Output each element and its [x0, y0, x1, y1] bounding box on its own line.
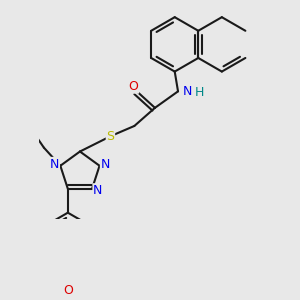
Text: S: S	[106, 130, 114, 143]
Text: O: O	[129, 80, 139, 93]
Text: N: N	[183, 85, 193, 98]
Text: N: N	[93, 184, 103, 197]
Text: O: O	[63, 284, 73, 298]
Text: H: H	[195, 86, 204, 99]
Text: N: N	[100, 158, 110, 171]
Text: N: N	[50, 158, 59, 171]
